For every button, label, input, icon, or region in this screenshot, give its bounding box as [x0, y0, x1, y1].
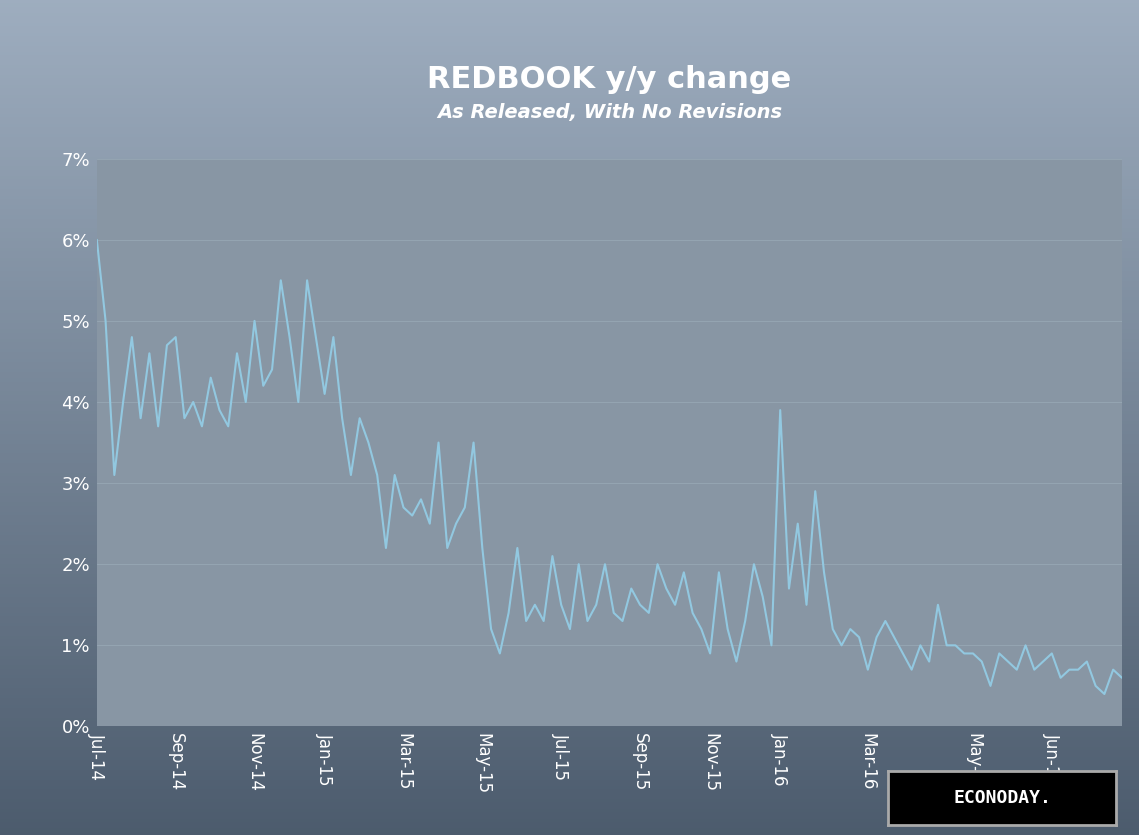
Text: As Released, With No Revisions: As Released, With No Revisions: [436, 104, 782, 122]
Text: REDBOOK y/y change: REDBOOK y/y change: [427, 65, 792, 94]
Text: ECONODAY.: ECONODAY.: [953, 789, 1051, 807]
